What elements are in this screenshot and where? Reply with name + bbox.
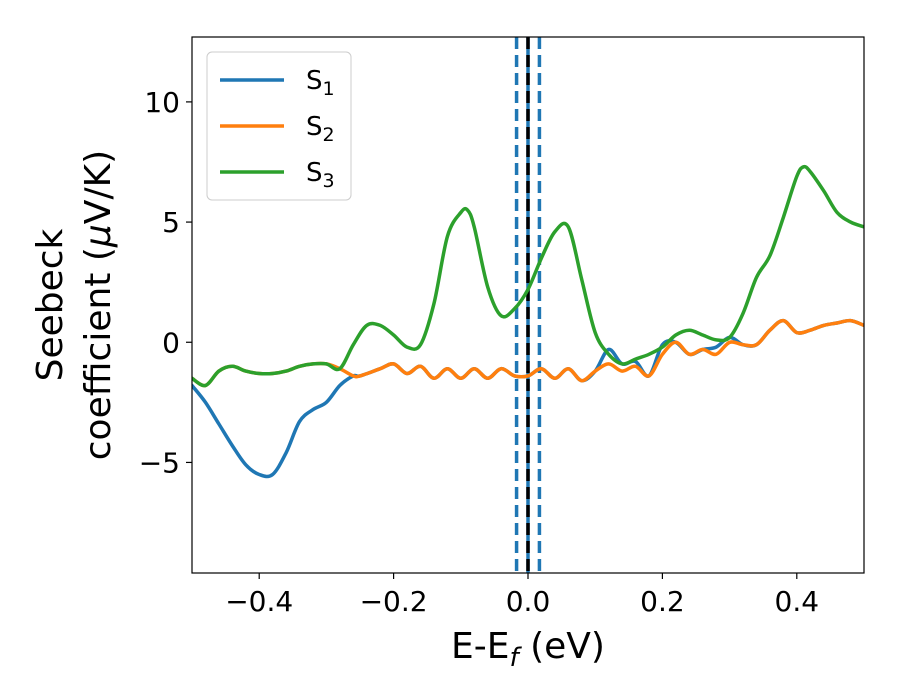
legend: S1 S2 S3 [206,51,352,201]
y-tick-label: 5 [162,206,180,239]
x-tick-label: 0.2 [640,585,685,618]
y-axis-label: Seebeck coefficient (μV/K) [30,150,119,460]
legend-label-s1: S1 [306,66,335,100]
y-axis-ticks: −5 0 5 10 [139,86,192,479]
y-axis-label-line2: coefficient (μV/K) [78,150,119,460]
x-tick-label: −0.2 [360,585,428,618]
fermi-level-markers [514,37,542,573]
y-tick-label: 10 [144,86,180,119]
x-axis-label: E-Ef (eV) [451,626,605,673]
y-tick-label: −5 [139,446,180,479]
series-lines [192,164,864,479]
x-tick-label: −0.4 [225,585,293,618]
series-line-s3 [192,164,864,388]
x-axis-ticks: −0.4 −0.2 0.0 0.2 0.4 [225,573,819,618]
y-tick-label: 0 [162,326,180,359]
legend-label-s2: S2 [306,112,335,146]
y-axis-label-line1: Seebeck [30,228,71,381]
legend-label-s3: S3 [306,158,335,192]
x-tick-label: 0.4 [775,585,820,618]
x-tick-label: 0.0 [506,585,551,618]
